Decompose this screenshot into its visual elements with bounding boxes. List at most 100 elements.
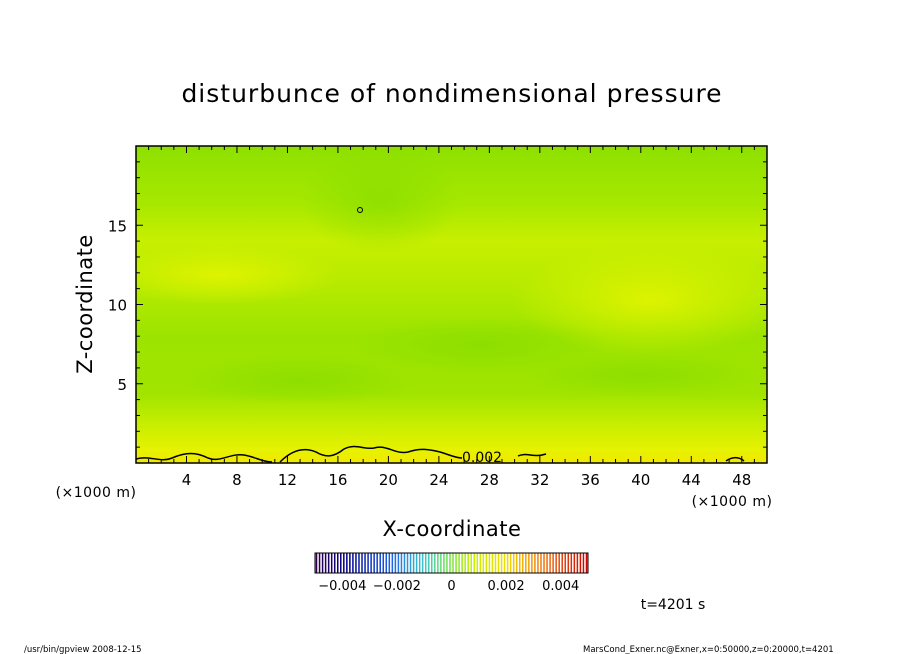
colorbar-stripe <box>370 553 372 573</box>
colorbar-stripe <box>418 553 421 573</box>
colorbar-stripe <box>567 553 570 573</box>
colorbar-stripe <box>558 553 560 573</box>
colorbar-stripe <box>449 553 451 573</box>
colorbar-stripe <box>412 553 415 573</box>
contour-line <box>135 445 745 463</box>
y-axis-title: Z-coordinate <box>73 234 97 374</box>
colorbar-stripe <box>397 553 400 573</box>
chart-title: disturbunce of nondimensional pressure <box>181 79 722 108</box>
colorbar-stripe <box>358 553 360 573</box>
colorbar-stripe <box>427 553 430 573</box>
colorbar-stripe <box>406 553 409 573</box>
colorbar-stripe <box>352 553 354 573</box>
colorbar-tick-label: −0.002 <box>373 579 421 594</box>
colorbar-stripe <box>349 553 351 573</box>
colorbar-tick-label: 0.002 <box>487 579 524 594</box>
y-axis-unit: (×1000 m) <box>56 485 137 501</box>
colorbar-tick-label: 0.004 <box>542 579 579 594</box>
colorbar-stripe <box>534 553 536 573</box>
colorbar-stripe <box>458 553 460 573</box>
colorbar-stripe <box>552 553 554 573</box>
colorbar-stripe <box>324 553 327 573</box>
colorbar-stripe <box>336 553 339 573</box>
colorbar-stripe <box>522 553 524 573</box>
x-tick-label: 32 <box>530 471 549 489</box>
pressure-field <box>136 146 767 463</box>
colorbar-stripe <box>573 553 576 573</box>
colorbar-stripe <box>367 553 369 573</box>
x-tick-label: 4 <box>182 471 192 489</box>
colorbar-stripe <box>388 553 391 573</box>
colorbar-stripe <box>340 553 342 573</box>
colorbar-stripe <box>452 553 454 573</box>
colorbar-stripe <box>364 553 366 573</box>
colorbar-stripe <box>497 553 500 573</box>
x-tick-label: 48 <box>732 471 751 489</box>
small-contour-circle <box>357 207 363 213</box>
colorbar-stripe <box>376 553 378 573</box>
y-axis: 5 10 15 <box>108 161 767 448</box>
colorbar-stripe <box>537 553 539 573</box>
colorbar-stripe <box>421 553 424 573</box>
y-tick-label: 5 <box>117 376 127 394</box>
colorbar-stripe <box>555 553 557 573</box>
colorbar-stripe <box>512 553 515 573</box>
colorbar-stripe <box>446 553 448 573</box>
colorbar-stripe <box>467 553 469 573</box>
colorbar-stripe <box>540 553 542 573</box>
colorbar-stripe <box>543 553 545 573</box>
colorbar-stripe <box>482 553 485 573</box>
x-tick-label: 20 <box>379 471 398 489</box>
colorbar-stripe <box>318 553 321 573</box>
colorbar-stripe <box>528 553 530 573</box>
x-tick-label: 28 <box>480 471 499 489</box>
colorbar-stripe <box>576 553 579 573</box>
colorbar-stripe <box>409 553 412 573</box>
colorbar-tick-label: −0.004 <box>318 579 366 594</box>
colorbar-stripe <box>506 553 509 573</box>
colorbar-stripe <box>570 553 573 573</box>
colorbar-stripe <box>485 553 488 573</box>
y-tick-label: 10 <box>108 297 127 315</box>
colorbar-stripe <box>382 553 385 573</box>
colorbar <box>315 553 588 573</box>
colorbar-stripe <box>518 553 521 573</box>
colorbar-stripe <box>549 553 551 573</box>
colorbar-stripe <box>473 553 476 573</box>
colorbar-stripe <box>400 553 403 573</box>
colorbar-stripe <box>321 553 324 573</box>
colorbar-stripe <box>476 553 479 573</box>
contour-label: 0.002 <box>462 450 502 466</box>
colorbar-stripe <box>582 553 585 573</box>
colorbar-stripe <box>564 553 567 573</box>
footer-left: /usr/bin/gpview 2008-12-15 <box>24 645 142 654</box>
footer-right: MarsCond_Exner.nc@Exner,x=0:50000,z=0:20… <box>583 645 834 654</box>
colorbar-stripe <box>546 553 548 573</box>
colorbar-stripe <box>455 553 457 573</box>
colorbar-stripe <box>494 553 497 573</box>
colorbar-stripe <box>585 553 588 573</box>
colorbar-stripe <box>333 553 336 573</box>
colorbar-stripe <box>479 553 482 573</box>
colorbar-stripe <box>434 553 436 573</box>
colorbar-stripe <box>361 553 363 573</box>
y-tick-label: 15 <box>108 217 127 235</box>
x-tick-label: 8 <box>232 471 242 489</box>
colorbar-stripe <box>330 553 333 573</box>
colorbar-stripe <box>327 553 330 573</box>
x-tick-label: 16 <box>328 471 347 489</box>
colorbar-tick-label: 0 <box>447 579 455 594</box>
colorbar-stripe <box>391 553 394 573</box>
colorbar-stripe <box>343 553 345 573</box>
colorbar-stripe <box>470 553 472 573</box>
colorbar-stripe <box>379 553 381 573</box>
colorbar-stripe <box>315 553 318 573</box>
colorbar-stripe <box>500 553 503 573</box>
colorbar-stripe <box>531 553 533 573</box>
x-tick-label: 40 <box>631 471 650 489</box>
colorbar-stripe <box>415 553 418 573</box>
colorbar-stripe <box>561 553 563 573</box>
colorbar-stripe <box>385 553 388 573</box>
colorbar-stripe <box>579 553 582 573</box>
